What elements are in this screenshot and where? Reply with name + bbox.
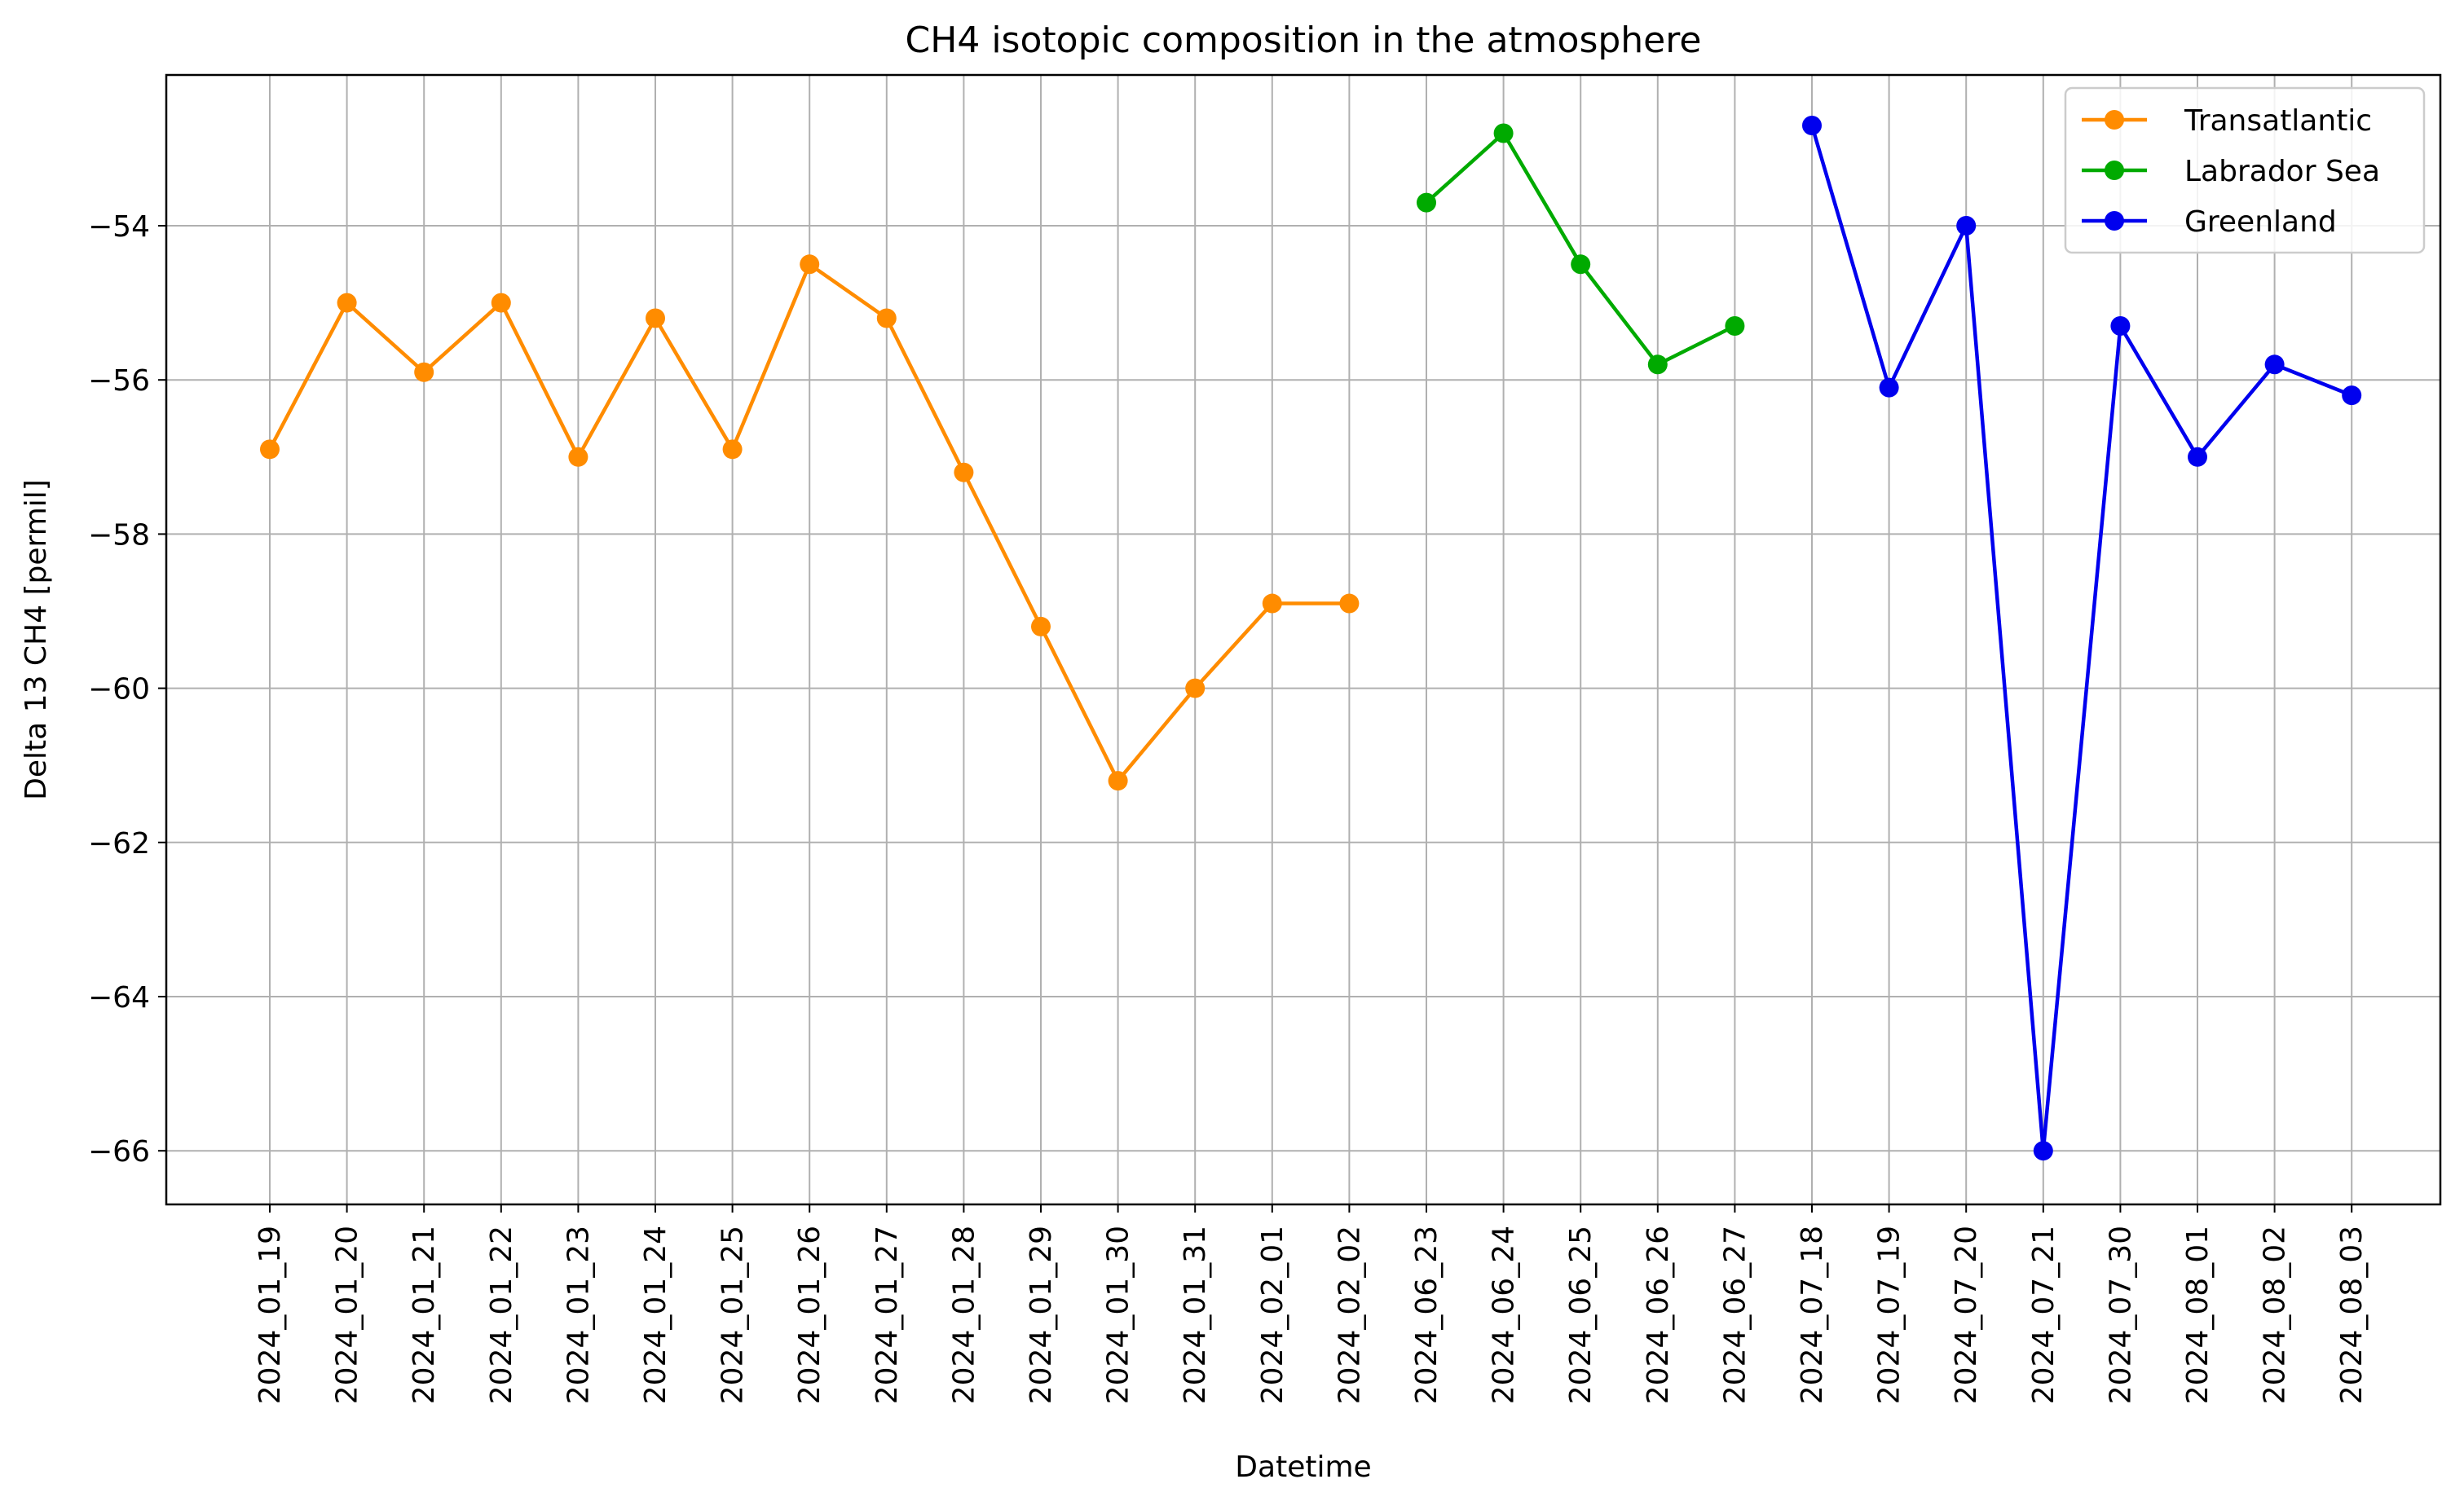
axes: 2024_01_19 2024_01_20 2024_01_21 2024_01_22… bbox=[88, 210, 2369, 1404]
x-tick-label: 2024_02_01 bbox=[1256, 1226, 1289, 1404]
x-tick-label: 2024_01_20 bbox=[331, 1226, 364, 1404]
data-point bbox=[1493, 123, 1514, 143]
series-layer bbox=[260, 116, 2362, 1161]
data-point bbox=[1031, 616, 1051, 636]
data-point bbox=[1571, 254, 1591, 275]
y-tick-label: −62 bbox=[88, 827, 150, 861]
x-tick-label: 2024_06_26 bbox=[1642, 1226, 1675, 1404]
x-tick-label: 2024_08_02 bbox=[2259, 1226, 2292, 1404]
y-tick-label: −56 bbox=[88, 364, 150, 398]
legend-label: Transatlantic bbox=[2184, 104, 2372, 138]
data-point bbox=[1417, 192, 1436, 213]
data-point bbox=[722, 439, 743, 460]
data-point bbox=[1108, 771, 1128, 791]
x-tick-label: 2024_01_24 bbox=[639, 1226, 672, 1404]
data-point bbox=[2033, 1141, 2053, 1161]
x-tick-label: 2024_06_25 bbox=[1564, 1226, 1598, 1404]
y-tick-label: −60 bbox=[88, 673, 150, 707]
x-tick-label: 2024_01_19 bbox=[253, 1226, 287, 1404]
y-tick-label: −64 bbox=[88, 981, 150, 1015]
data-point bbox=[414, 362, 434, 382]
x-tick-label: 2024_01_30 bbox=[1102, 1226, 1135, 1404]
legend-label: Greenland bbox=[2184, 205, 2337, 239]
data-point bbox=[337, 293, 357, 313]
x-tick-label: 2024_02_02 bbox=[1333, 1226, 1366, 1404]
series-line bbox=[1809, 125, 2353, 1153]
data-point bbox=[2188, 447, 2207, 467]
legend-entries: Transatlantic Labrador Sea Greenland bbox=[2082, 104, 2380, 239]
x-tick-label: 2024_01_28 bbox=[947, 1226, 981, 1404]
legend-marker bbox=[2105, 110, 2124, 130]
series-greenland bbox=[1802, 116, 2362, 1161]
x-tick-label: 2024_01_25 bbox=[716, 1226, 750, 1404]
data-point bbox=[1262, 593, 1282, 614]
x-tick-label: 2024_08_03 bbox=[2335, 1226, 2369, 1404]
data-point bbox=[1802, 116, 1822, 136]
x-tick-label: 2024_07_21 bbox=[2027, 1226, 2061, 1404]
y-tick-label: −58 bbox=[88, 518, 150, 552]
plot-frame bbox=[165, 73, 2442, 1206]
x-tick-label: 2024_01_22 bbox=[485, 1226, 518, 1404]
data-point bbox=[1956, 216, 1977, 236]
y-axis-label: Delta 13 CH4 [permil] bbox=[20, 479, 53, 800]
x-tick-label: 2024_01_27 bbox=[871, 1226, 904, 1404]
data-point bbox=[800, 254, 820, 275]
data-point bbox=[568, 447, 588, 467]
legend-label: Labrador Sea bbox=[2184, 155, 2380, 188]
x-tick-label: 2024_08_01 bbox=[2181, 1226, 2215, 1404]
data-point bbox=[1725, 315, 1745, 336]
x-tick-label: 2024_06_23 bbox=[1410, 1226, 1444, 1404]
x-tick-label: 2024_06_24 bbox=[1488, 1226, 1521, 1404]
x-tick-label: 2024_06_27 bbox=[1718, 1226, 1752, 1404]
legend: Transatlantic Labrador Sea Greenland bbox=[2064, 86, 2426, 254]
grid-lines bbox=[166, 75, 2440, 1204]
data-point bbox=[1185, 678, 1206, 698]
y-tick-label: −66 bbox=[88, 1135, 150, 1169]
data-point bbox=[491, 293, 511, 313]
data-point bbox=[1879, 377, 1899, 398]
data-point bbox=[2342, 385, 2362, 406]
x-tick-label: 2024_07_19 bbox=[1873, 1226, 1906, 1404]
x-tick-label: 2024_07_18 bbox=[1796, 1226, 1829, 1404]
legend-marker bbox=[2105, 161, 2124, 180]
data-point bbox=[954, 462, 974, 482]
x-tick-label: 2024_07_30 bbox=[2104, 1226, 2137, 1404]
x-tick-label: 2024_07_20 bbox=[1950, 1226, 1983, 1404]
y-tick-label: −54 bbox=[88, 210, 150, 244]
legend-box bbox=[2064, 86, 2426, 254]
data-point bbox=[2110, 315, 2131, 336]
chart-title: CH4 isotopic composition in the atmosphe… bbox=[906, 20, 1702, 61]
data-point bbox=[260, 439, 280, 460]
x-tick-label: 2024_01_23 bbox=[562, 1226, 595, 1404]
x-tick-label: 2024_01_31 bbox=[1179, 1226, 1212, 1404]
x-tick-label: 2024_01_21 bbox=[408, 1226, 441, 1404]
legend-entry: Greenland bbox=[2082, 205, 2337, 239]
legend-entry: Transatlantic bbox=[2082, 104, 2372, 138]
series-transatlantic bbox=[260, 254, 1360, 791]
x-tick-label: 2024_01_26 bbox=[793, 1226, 826, 1404]
data-point bbox=[2264, 354, 2285, 375]
x-tick-label: 2024_01_29 bbox=[1025, 1226, 1058, 1404]
legend-marker bbox=[2105, 211, 2124, 231]
data-point bbox=[1339, 593, 1360, 614]
x-axis-label: Datetime bbox=[1235, 1451, 1371, 1484]
data-point bbox=[646, 308, 665, 328]
data-point bbox=[876, 308, 897, 328]
series-labrador-sea bbox=[1417, 123, 1745, 375]
data-point bbox=[1647, 354, 1668, 375]
legend-entry: Labrador Sea bbox=[2082, 155, 2380, 188]
